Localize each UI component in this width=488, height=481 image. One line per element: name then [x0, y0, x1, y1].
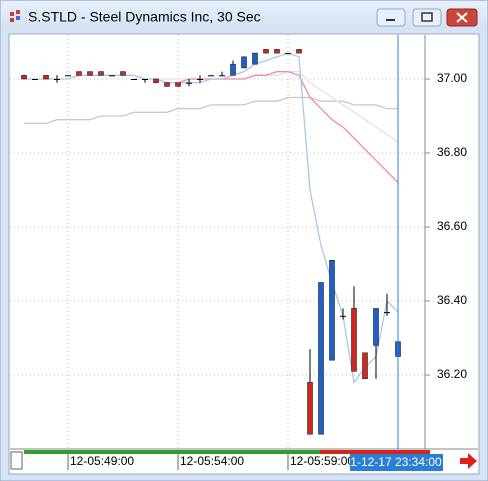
candle-body	[252, 52, 258, 65]
candle-body	[384, 312, 390, 314]
candle-body	[307, 382, 313, 435]
title-bar	[1, 1, 487, 31]
chart-panel	[8, 33, 480, 475]
close-button[interactable]	[446, 8, 478, 27]
candle-body	[43, 75, 49, 80]
app-icon	[10, 10, 20, 22]
candle-body	[109, 75, 115, 77]
candle-body	[21, 75, 27, 80]
candle-body	[285, 53, 291, 55]
x-tick-label: 12-05:49:00	[70, 454, 134, 468]
candle-body	[263, 49, 269, 54]
minimize-button[interactable]	[376, 8, 406, 27]
candle-body	[274, 49, 280, 54]
y-tick-label: 36.60	[437, 219, 467, 233]
time-range-bar	[24, 450, 430, 454]
candle-body	[153, 78, 159, 83]
cursor-label-bg	[350, 454, 443, 471]
plot: 36.20 36.40 36.60 36.80 37.00 12-05:49:00 12-0…	[10, 35, 467, 471]
scroll-right-arrow[interactable]	[460, 453, 477, 469]
y-tick-label: 36.80	[437, 145, 467, 159]
y-tick-label: 36.40	[437, 293, 467, 307]
candle-body	[329, 259, 335, 361]
candle-body	[186, 82, 192, 84]
candle-body	[54, 79, 60, 80]
candle-body	[120, 71, 126, 76]
y-tick-label: 36.20	[437, 367, 467, 381]
candle-body	[208, 75, 214, 77]
candle-body	[76, 71, 82, 76]
candle-body	[296, 49, 302, 54]
candle-body	[340, 315, 346, 317]
candle-body	[65, 75, 71, 77]
overlay-line	[24, 96, 398, 125]
candle-body	[175, 82, 181, 87]
y-tick-label: 37.00	[437, 71, 467, 85]
scroll-thumb[interactable]	[10, 451, 23, 470]
candle-body	[164, 82, 170, 87]
candle-body	[351, 308, 357, 372]
candle-body	[230, 63, 236, 76]
overlay-line	[24, 52, 399, 385]
candle-body	[142, 79, 148, 80]
window-title: S.STLD - Steel Dynamics Inc, 30 Sec	[28, 9, 261, 25]
candle-body	[219, 75, 225, 77]
candle-body	[131, 79, 137, 80]
candle-body	[362, 352, 368, 379]
candle-body	[32, 79, 38, 80]
candle-body	[241, 56, 247, 69]
candle-body	[98, 71, 104, 76]
time-range-marker	[320, 450, 430, 454]
cursor-label: 1-12-17 23:34:00	[350, 455, 442, 469]
maximize-button[interactable]	[412, 8, 442, 27]
candle-body	[318, 282, 324, 435]
x-tick-label: 12-05:54:00	[180, 454, 244, 468]
candle-body	[197, 79, 203, 80]
candle-body	[373, 308, 379, 346]
candle-body	[87, 71, 93, 76]
x-tick-label: 12-05:59:00	[290, 454, 354, 468]
